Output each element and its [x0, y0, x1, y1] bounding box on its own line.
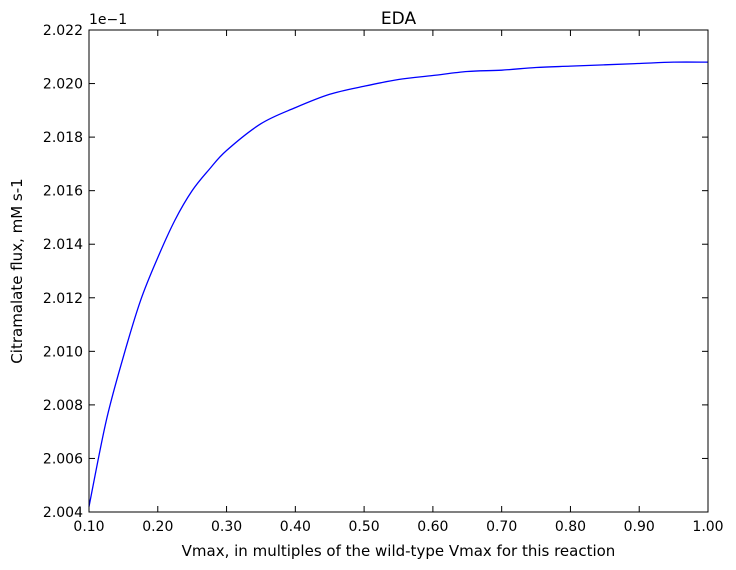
x-tick-label: 0.60 — [417, 519, 448, 535]
y-tick-label: 2.016 — [43, 184, 83, 200]
plot-area — [88, 29, 709, 513]
x-tick-label: 0.50 — [349, 519, 380, 535]
y-axis-offset-label: 1e−1 — [89, 12, 127, 28]
y-tick-label: 2.006 — [43, 451, 83, 467]
y-axis-label: Citramalate flux, mM s-1 — [8, 178, 26, 363]
plot-frame — [88, 29, 709, 513]
y-axis-ticks: 2.004 2.006 2.008 2.010 2.012 2.014 2.016 2.018… — [43, 23, 708, 521]
x-tick-label: 1.00 — [692, 519, 723, 535]
y-tick-label: 2.022 — [43, 23, 83, 39]
y-tick-label: 2.020 — [43, 77, 83, 93]
series-line — [88, 61, 709, 507]
y-tick-label: 2.008 — [43, 398, 83, 414]
x-axis-label: Vmax, in multiples of the wild-type Vmax… — [182, 542, 616, 560]
x-tick-label: 0.30 — [211, 519, 242, 535]
x-tick-label: 0.40 — [280, 519, 311, 535]
chart-title: EDA — [381, 9, 417, 29]
y-tick-label: 2.014 — [43, 237, 83, 253]
x-tick-label: 0.10 — [73, 519, 104, 535]
x-axis-ticks: 0.10 0.20 0.30 0.40 0.50 0.60 0.70 0.80 0.90 1.00 — [73, 30, 724, 535]
y-tick-label: 2.012 — [43, 291, 83, 307]
x-tick-label: 0.70 — [486, 519, 517, 535]
x-tick-label: 0.20 — [142, 519, 173, 535]
y-tick-label: 2.004 — [43, 505, 83, 521]
y-tick-label: 2.018 — [43, 130, 83, 146]
x-tick-label: 0.80 — [555, 519, 586, 535]
x-tick-label: 0.90 — [624, 519, 655, 535]
y-tick-label: 2.010 — [43, 344, 83, 360]
